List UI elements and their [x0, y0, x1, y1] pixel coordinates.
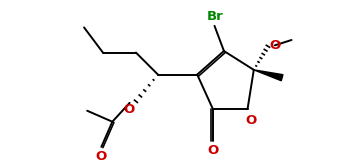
Text: O: O [207, 144, 219, 157]
Text: O: O [96, 150, 107, 163]
Text: O: O [269, 39, 281, 52]
Polygon shape [254, 70, 283, 81]
Text: O: O [246, 114, 257, 127]
Text: O: O [123, 103, 134, 116]
Text: Br: Br [207, 10, 224, 23]
